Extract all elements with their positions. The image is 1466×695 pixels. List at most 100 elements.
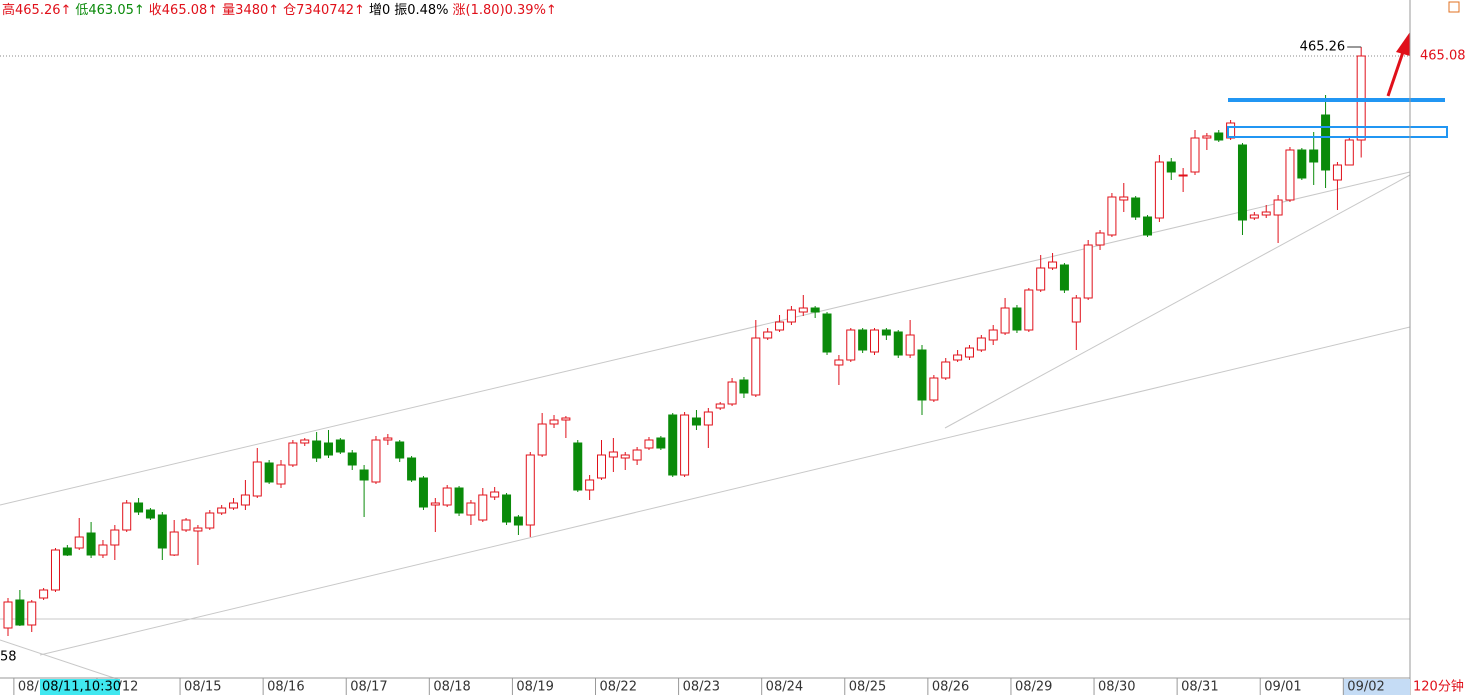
candle-body <box>644 439 654 449</box>
candle-body <box>205 512 215 529</box>
candle-body <box>217 507 227 514</box>
high-label: 465.26 <box>1300 40 1346 55</box>
candle-body <box>1036 267 1046 291</box>
candle-body <box>86 532 96 556</box>
candle-body <box>786 309 796 323</box>
x-label-highlight <box>1343 679 1410 695</box>
x-tick-label: 08/31 <box>1181 680 1218 695</box>
candle-body <box>312 440 322 459</box>
candle-body <box>941 361 951 379</box>
candle-body <box>917 349 927 401</box>
candle-body <box>1024 289 1034 331</box>
candle-body <box>1297 149 1307 179</box>
candle-body <box>1190 137 1200 173</box>
header: 高465.26↑ 低463.05↑ 收465.08↑ 量3480↑ 仓7340742↑ 增… <box>2 2 557 18</box>
x-tick-label: 08/26 <box>932 680 969 695</box>
candle-body <box>240 494 250 506</box>
x-tick-label: 08/19 <box>516 680 553 695</box>
candle-body <box>490 491 500 498</box>
candle-body <box>1095 232 1105 246</box>
x-tick-label: 08/30 <box>1098 680 1135 695</box>
candle-body <box>74 536 84 549</box>
header-item: 低463.05↑ <box>75 3 144 18</box>
crosshair-label: 08/11,10:30 <box>42 680 121 695</box>
candle-body <box>1261 211 1271 216</box>
candle-body <box>632 449 642 461</box>
arrow-shaft <box>1386 51 1405 97</box>
x-tick-label: 09/02 <box>1347 680 1384 695</box>
candle-body <box>988 329 998 341</box>
candle-body <box>763 331 773 339</box>
low-label: 58 <box>0 650 17 665</box>
x-tick-label: 08/22 <box>600 680 637 695</box>
candle-body <box>810 307 820 313</box>
candle-body <box>300 439 310 444</box>
candle-body <box>608 451 618 458</box>
candle-body <box>513 516 523 526</box>
candle-body <box>597 454 606 479</box>
candle-body <box>775 321 785 331</box>
candle-body <box>976 337 986 351</box>
candle-body <box>193 527 203 532</box>
candle-body <box>347 452 357 466</box>
candle-body <box>27 601 37 626</box>
candle-body <box>15 599 25 626</box>
header-item: 仓7340742↑ <box>283 3 365 18</box>
candle-body <box>929 377 939 401</box>
candle-body <box>870 329 880 353</box>
candle-body <box>525 454 535 526</box>
candle-body <box>1071 297 1081 323</box>
candle-body <box>905 334 915 356</box>
trend-line <box>0 171 1411 506</box>
candle-body <box>751 337 761 396</box>
candle-body <box>3 601 13 629</box>
candle-body <box>1214 132 1224 141</box>
candle-body <box>1119 196 1129 201</box>
trend-lines <box>0 171 1411 681</box>
candle-body <box>668 414 678 476</box>
candle-body <box>276 464 286 485</box>
candle-body <box>893 331 903 356</box>
header-item: 增0 <box>369 3 390 18</box>
candle-body <box>1107 196 1117 236</box>
header-item: 高465.26↑ <box>2 2 71 18</box>
candle-body <box>252 461 262 497</box>
candle-body <box>229 502 239 509</box>
last-price-label: 465.08 <box>1420 49 1466 64</box>
x-tick-label: 08/15 <box>184 680 221 695</box>
candle-body <box>798 307 808 313</box>
candle-body <box>573 442 583 491</box>
candle-body <box>846 329 856 361</box>
candle-body <box>418 477 428 508</box>
candle-body <box>561 417 571 421</box>
candle-body <box>502 494 512 523</box>
candle-body <box>335 439 345 453</box>
candle-body <box>1048 261 1058 269</box>
candle-body <box>858 329 868 351</box>
candle-body <box>454 487 464 514</box>
candle-body <box>478 494 488 521</box>
candle-body <box>656 437 666 449</box>
x-tick-label: 08/16 <box>267 680 304 695</box>
candle-body <box>395 441 405 459</box>
candle-body <box>620 454 630 459</box>
candle-body <box>1285 149 1295 201</box>
candle-body <box>585 479 595 491</box>
candle-body <box>1202 135 1212 139</box>
header-item: 量3480↑ <box>222 3 279 18</box>
candle-body <box>1083 244 1093 299</box>
candle-body <box>1166 161 1176 173</box>
candle-body <box>359 469 369 481</box>
panel-icon[interactable] <box>1448 1 1460 13</box>
candle-body <box>1332 164 1342 181</box>
candle-body <box>1273 199 1283 216</box>
arrow-head <box>1396 32 1410 56</box>
candle-body <box>122 502 132 531</box>
candle-body <box>1012 307 1022 331</box>
candle-body <box>1000 307 1010 334</box>
x-tick-label: 08/23 <box>683 680 720 695</box>
candle-body <box>822 313 832 353</box>
x-tick-label: 08/25 <box>849 680 886 695</box>
candle-body <box>1344 139 1354 166</box>
